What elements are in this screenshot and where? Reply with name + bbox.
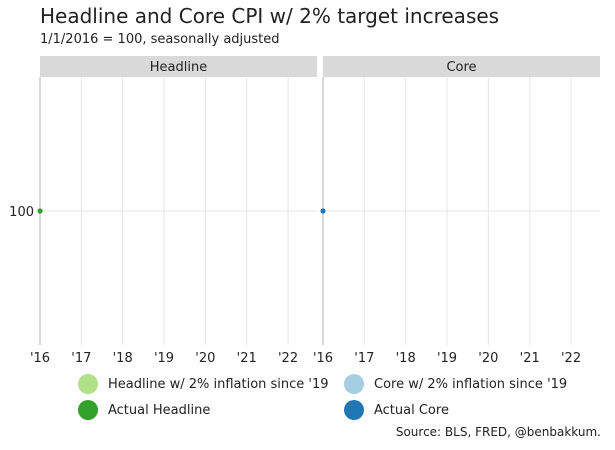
x-tick-label-core-3: '19 bbox=[437, 351, 457, 366]
legend-item-headline-target: Headline w/ 2% inflation since '19 bbox=[78, 372, 329, 396]
x-tick-label-headline-4: '20 bbox=[195, 351, 215, 366]
legend-label-actual-headline: Actual Headline bbox=[108, 402, 211, 418]
legend-item-actual-headline: Actual Headline bbox=[78, 398, 210, 422]
data-point-core-1-0 bbox=[320, 208, 326, 214]
chart-subtitle: 1/1/2016 = 100, seasonally adjusted bbox=[40, 32, 280, 47]
legend-label-actual-core: Actual Core bbox=[374, 402, 449, 418]
x-tick-label-headline-1: '17 bbox=[71, 351, 91, 366]
data-point-headline-1-0 bbox=[37, 208, 43, 214]
x-tick-label-core-6: '22 bbox=[561, 351, 581, 366]
legend-key-core-target bbox=[344, 374, 364, 394]
facet-strip-headline bbox=[40, 56, 317, 77]
y-tick-label-0: 100 bbox=[9, 205, 34, 220]
x-tick-label-headline-0: '16 bbox=[30, 351, 50, 366]
legend-label-core-target: Core w/ 2% inflation since '19 bbox=[374, 376, 568, 392]
facet-strip-core bbox=[323, 56, 600, 77]
legend-key-actual-core bbox=[344, 400, 364, 420]
x-tick-label-core-5: '21 bbox=[520, 351, 540, 366]
legend-key-headline-target bbox=[78, 374, 98, 394]
x-tick-label-headline-2: '18 bbox=[113, 351, 133, 366]
chart-title: Headline and Core CPI w/ 2% target incre… bbox=[40, 4, 500, 28]
legend-item-actual-core: Actual Core bbox=[344, 398, 449, 422]
x-tick-label-core-0: '16 bbox=[313, 351, 333, 366]
facet-label-core: Core bbox=[446, 60, 476, 75]
chart-legend: Headline w/ 2% inflation since '19 Core … bbox=[78, 372, 598, 424]
chart-caption: Source: BLS, FRED, @benbakkum. bbox=[395, 425, 601, 439]
x-tick-label-headline-3: '19 bbox=[154, 351, 174, 366]
x-tick-label-headline-5: '21 bbox=[237, 351, 257, 366]
legend-item-core-target: Core w/ 2% inflation since '19 bbox=[344, 372, 567, 396]
x-tick-label-core-1: '17 bbox=[354, 351, 374, 366]
facet-label-headline: Headline bbox=[150, 60, 207, 75]
x-tick-label-headline-6: '22 bbox=[278, 351, 298, 366]
legend-key-actual-headline bbox=[78, 400, 98, 420]
x-tick-label-core-4: '20 bbox=[478, 351, 498, 366]
legend-label-headline-target: Headline w/ 2% inflation since '19 bbox=[108, 376, 329, 392]
x-tick-label-core-2: '18 bbox=[396, 351, 416, 366]
